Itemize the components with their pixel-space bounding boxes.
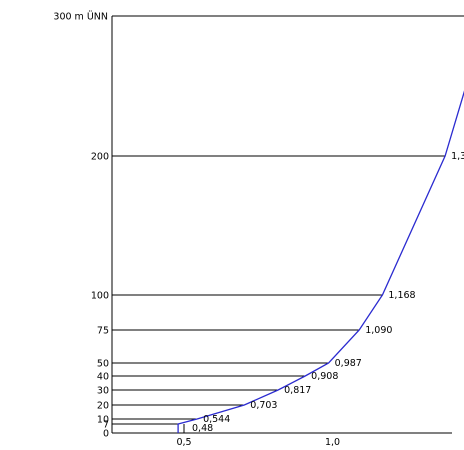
y-tick-label-0: 0 bbox=[103, 429, 109, 440]
x-tick-labels: 0,51,02,0 kN/m² bbox=[176, 437, 340, 448]
value-label-7: 0,48 bbox=[192, 423, 213, 434]
y-tick-label-100: 100 bbox=[91, 291, 109, 302]
y-tick-label-10: 10 bbox=[97, 415, 109, 426]
pressure-curve bbox=[177, 90, 464, 433]
y-tick-label-7: 7 bbox=[103, 420, 109, 431]
y-tick-label-300: 300 m ÜNN bbox=[53, 12, 108, 23]
axes bbox=[111, 16, 452, 434]
value-label-50: 0,987 bbox=[335, 358, 362, 369]
value-label-200: 1,379 bbox=[451, 151, 464, 162]
value-label-75: 1,090 bbox=[365, 325, 392, 336]
value-label-30: 0,817 bbox=[284, 385, 311, 396]
value-label-20: 0,703 bbox=[250, 400, 277, 411]
value-label-100: 1,168 bbox=[388, 290, 415, 301]
value-label-10: 0,544 bbox=[203, 414, 230, 425]
y-tick-label-20: 20 bbox=[97, 401, 109, 412]
pressure-curve-group bbox=[177, 90, 464, 433]
value-label-40: 0,908 bbox=[311, 371, 338, 382]
x-tick-label-1: 1,0 bbox=[325, 437, 340, 448]
x-tick-label-0: 0,5 bbox=[176, 437, 191, 448]
height-level-lines bbox=[112, 15, 464, 433]
y-tick-label-40: 40 bbox=[97, 372, 109, 383]
y-tick-label-30: 30 bbox=[97, 386, 109, 397]
y-tick-label-200: 200 bbox=[91, 152, 109, 163]
y-tick-label-75: 75 bbox=[97, 326, 109, 337]
y-tick-label-50: 50 bbox=[97, 359, 109, 370]
